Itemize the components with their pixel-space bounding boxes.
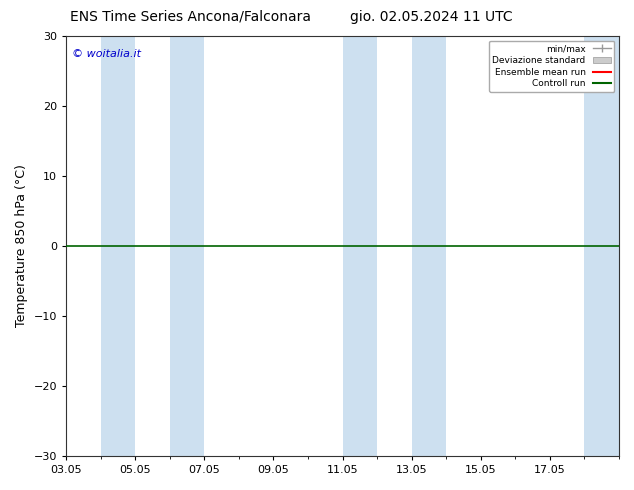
Text: gio. 02.05.2024 11 UTC: gio. 02.05.2024 11 UTC [350, 10, 512, 24]
Bar [342, 36, 377, 456]
Bar [170, 36, 204, 456]
Text: © woitalia.it: © woitalia.it [72, 49, 141, 59]
Bar [101, 36, 135, 456]
Bar [585, 36, 619, 456]
Y-axis label: Temperature 850 hPa (°C): Temperature 850 hPa (°C) [15, 165, 28, 327]
Text: ENS Time Series Ancona/Falconara: ENS Time Series Ancona/Falconara [70, 10, 311, 24]
Legend: min/max, Deviazione standard, Ensemble mean run, Controll run: min/max, Deviazione standard, Ensemble m… [489, 41, 614, 92]
Bar [411, 36, 446, 456]
